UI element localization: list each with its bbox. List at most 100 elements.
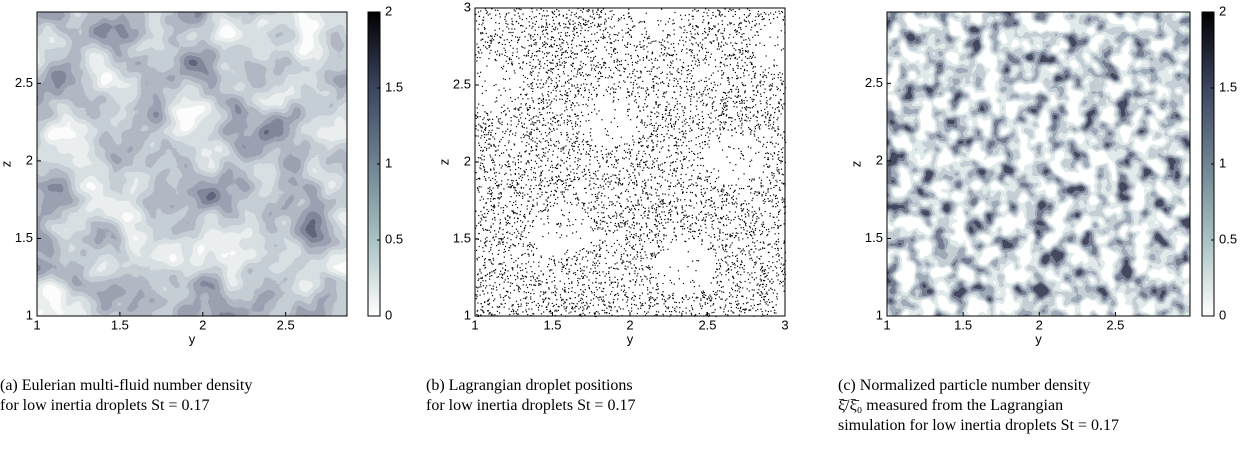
particle [709, 182, 711, 185]
particle [656, 182, 658, 184]
particle [546, 200, 548, 202]
particle [623, 177, 625, 179]
particle [594, 228, 596, 230]
particle [735, 31, 737, 33]
particle [576, 257, 578, 259]
particle [645, 161, 647, 163]
particle [533, 78, 535, 80]
particle [742, 50, 744, 52]
particle [530, 44, 532, 46]
particle [604, 18, 606, 20]
particle [675, 53, 678, 56]
particle [682, 133, 684, 136]
particle [746, 57, 748, 60]
particle [650, 133, 652, 136]
particle [540, 284, 542, 286]
particle [742, 227, 745, 229]
particle [717, 189, 719, 191]
particle [736, 294, 738, 296]
particle [633, 141, 635, 143]
particle [777, 238, 779, 240]
particle [612, 203, 614, 205]
particle [557, 305, 559, 308]
particle [484, 129, 486, 131]
particle [525, 150, 527, 152]
particle [667, 123, 670, 125]
particle [736, 254, 738, 256]
particle [690, 89, 692, 91]
particle [618, 224, 620, 226]
particle [602, 38, 604, 40]
particle [636, 181, 638, 183]
particle [485, 220, 487, 222]
particle [494, 154, 496, 156]
particle [668, 137, 670, 139]
particle [680, 219, 682, 221]
particle [780, 30, 782, 32]
particle [566, 98, 568, 100]
particle [592, 272, 594, 274]
particle [762, 84, 764, 86]
particle [718, 45, 720, 47]
particle [731, 135, 733, 137]
particle [748, 127, 750, 129]
particle [480, 286, 482, 288]
particle [507, 179, 509, 181]
particle [509, 297, 511, 299]
particle [748, 203, 750, 205]
particle [507, 128, 509, 130]
particle [578, 143, 580, 146]
particle [723, 63, 725, 65]
particle [747, 15, 749, 17]
particle [571, 290, 573, 293]
particle [690, 314, 693, 316]
particle [481, 214, 483, 216]
particle [641, 120, 643, 122]
particle [533, 243, 536, 245]
particle [479, 167, 481, 169]
particle [574, 53, 576, 55]
particle [715, 90, 717, 92]
particle [611, 201, 613, 203]
particle [588, 9, 590, 11]
particle [727, 92, 729, 94]
particle [698, 61, 700, 63]
particle [700, 178, 702, 180]
particle [732, 169, 734, 171]
particle [653, 127, 655, 129]
particle [574, 198, 577, 200]
particle [719, 230, 721, 232]
particle [525, 284, 527, 286]
particle [518, 121, 520, 123]
particle [602, 291, 604, 293]
particle [749, 225, 751, 227]
particle [496, 50, 499, 52]
particle [626, 230, 628, 232]
particle [522, 221, 524, 223]
particle [731, 235, 733, 237]
particle [755, 104, 757, 106]
particle [577, 280, 579, 282]
particle [679, 26, 681, 28]
particle [531, 11, 533, 13]
particle [756, 139, 758, 141]
particle [579, 121, 582, 123]
particle [777, 154, 779, 156]
particle [539, 121, 541, 123]
particle [757, 10, 760, 13]
particle [614, 52, 616, 54]
particle [697, 10, 700, 12]
particle [757, 84, 759, 86]
particle [475, 13, 477, 15]
particle [754, 229, 756, 231]
particle [655, 212, 657, 214]
particle [547, 38, 549, 40]
particle [655, 220, 658, 222]
particle [613, 166, 615, 168]
particle [713, 303, 715, 305]
particle [626, 301, 628, 303]
particle [500, 66, 503, 69]
particle [537, 79, 539, 81]
particle [651, 253, 653, 255]
particle [727, 76, 729, 79]
